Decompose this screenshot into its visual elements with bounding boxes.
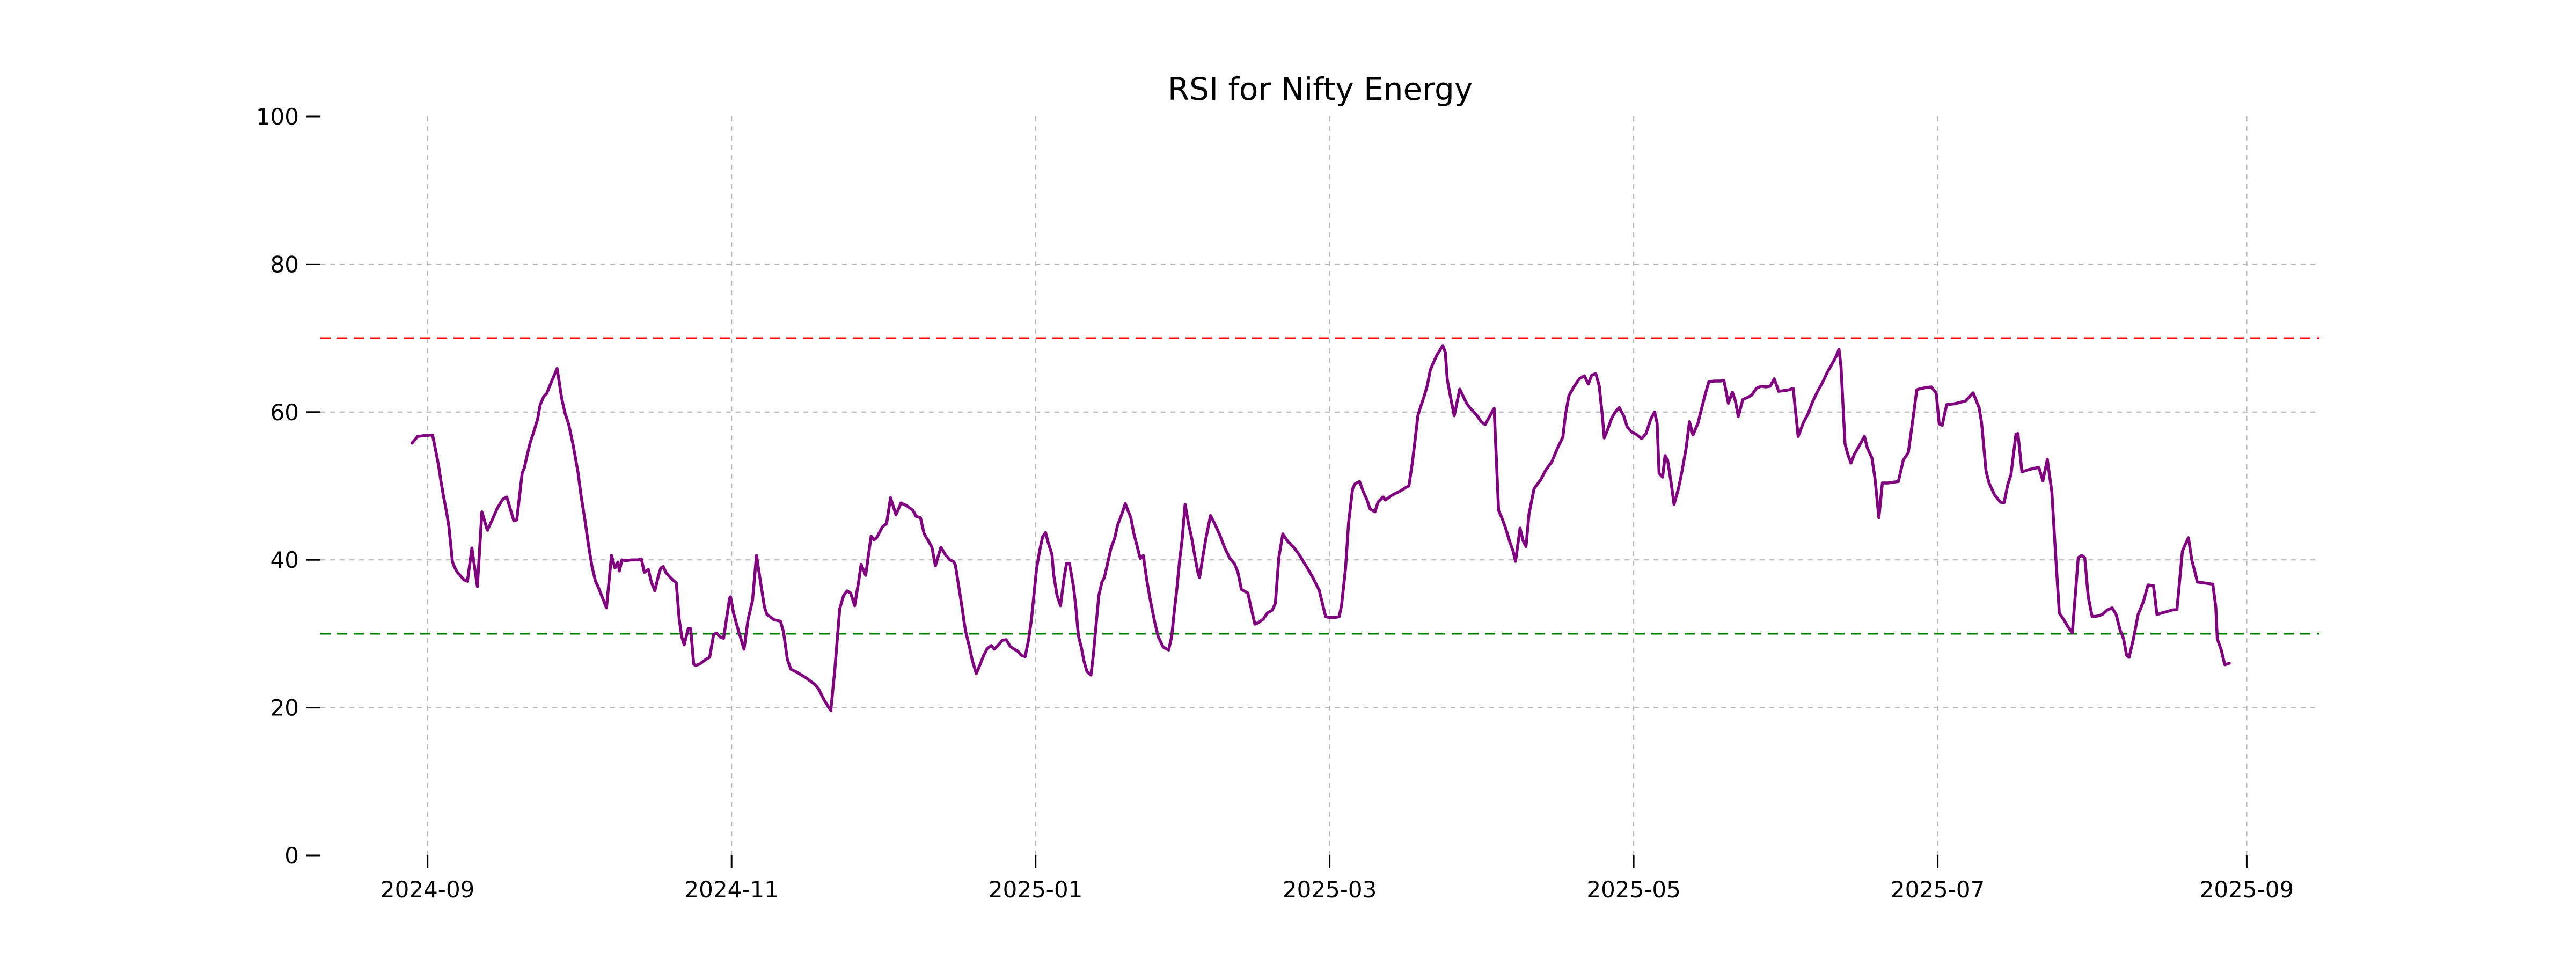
- x-tick-label: 2024-09: [380, 876, 475, 903]
- x-tick-label: 2025-09: [2200, 876, 2294, 903]
- y-tick-label: 60: [270, 399, 299, 426]
- y-tick-label: 20: [270, 695, 299, 721]
- x-tick-label: 2025-07: [1891, 876, 1985, 903]
- chart-title: RSI for Nifty Energy: [1167, 71, 1473, 107]
- x-tick-label: 2025-05: [1586, 876, 1681, 903]
- rsi-series-line: [411, 344, 2231, 712]
- x-tick-label: 2025-03: [1283, 876, 1377, 903]
- x-tick-label: 2024-11: [684, 876, 779, 903]
- y-tick-label: 0: [284, 843, 299, 869]
- y-tick-label: 100: [256, 104, 299, 130]
- y-tick-label: 40: [270, 547, 299, 573]
- y-tick-label: 80: [270, 251, 299, 277]
- x-tick-label: 2025-01: [989, 876, 1083, 903]
